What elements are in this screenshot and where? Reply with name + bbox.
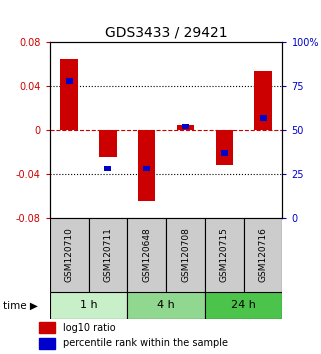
Bar	[127, 292, 205, 319]
Bar	[50, 292, 127, 319]
Text: 4 h: 4 h	[157, 300, 175, 310]
Text: GSM120711: GSM120711	[103, 227, 112, 282]
Bar	[205, 218, 244, 292]
Bar	[60, 59, 78, 130]
Bar	[99, 130, 117, 158]
Bar	[166, 218, 205, 292]
Text: GSM120708: GSM120708	[181, 227, 190, 282]
Bar	[177, 125, 194, 130]
Bar	[138, 130, 155, 201]
Bar	[89, 218, 127, 292]
Bar	[127, 218, 166, 292]
Text: log10 ratio: log10 ratio	[63, 322, 116, 332]
Text: GSM120716: GSM120716	[259, 227, 268, 282]
Bar	[66, 78, 73, 84]
Text: time ▶: time ▶	[3, 300, 38, 310]
Text: percentile rank within the sample: percentile rank within the sample	[63, 338, 228, 348]
Bar	[260, 115, 266, 121]
Title: GDS3433 / 29421: GDS3433 / 29421	[105, 26, 228, 40]
Text: GSM120648: GSM120648	[142, 228, 151, 282]
Text: GSM120710: GSM120710	[65, 227, 74, 282]
Bar	[244, 218, 282, 292]
Bar	[254, 71, 272, 130]
Bar	[39, 338, 55, 349]
Bar	[143, 166, 150, 171]
Bar	[182, 124, 189, 129]
Bar	[50, 218, 89, 292]
Bar	[205, 292, 282, 319]
Text: GSM120715: GSM120715	[220, 227, 229, 282]
Bar	[216, 130, 233, 165]
Bar	[39, 322, 55, 333]
Text: 24 h: 24 h	[231, 300, 256, 310]
Text: 1 h: 1 h	[80, 300, 97, 310]
Bar	[104, 166, 111, 171]
Bar	[221, 150, 228, 156]
